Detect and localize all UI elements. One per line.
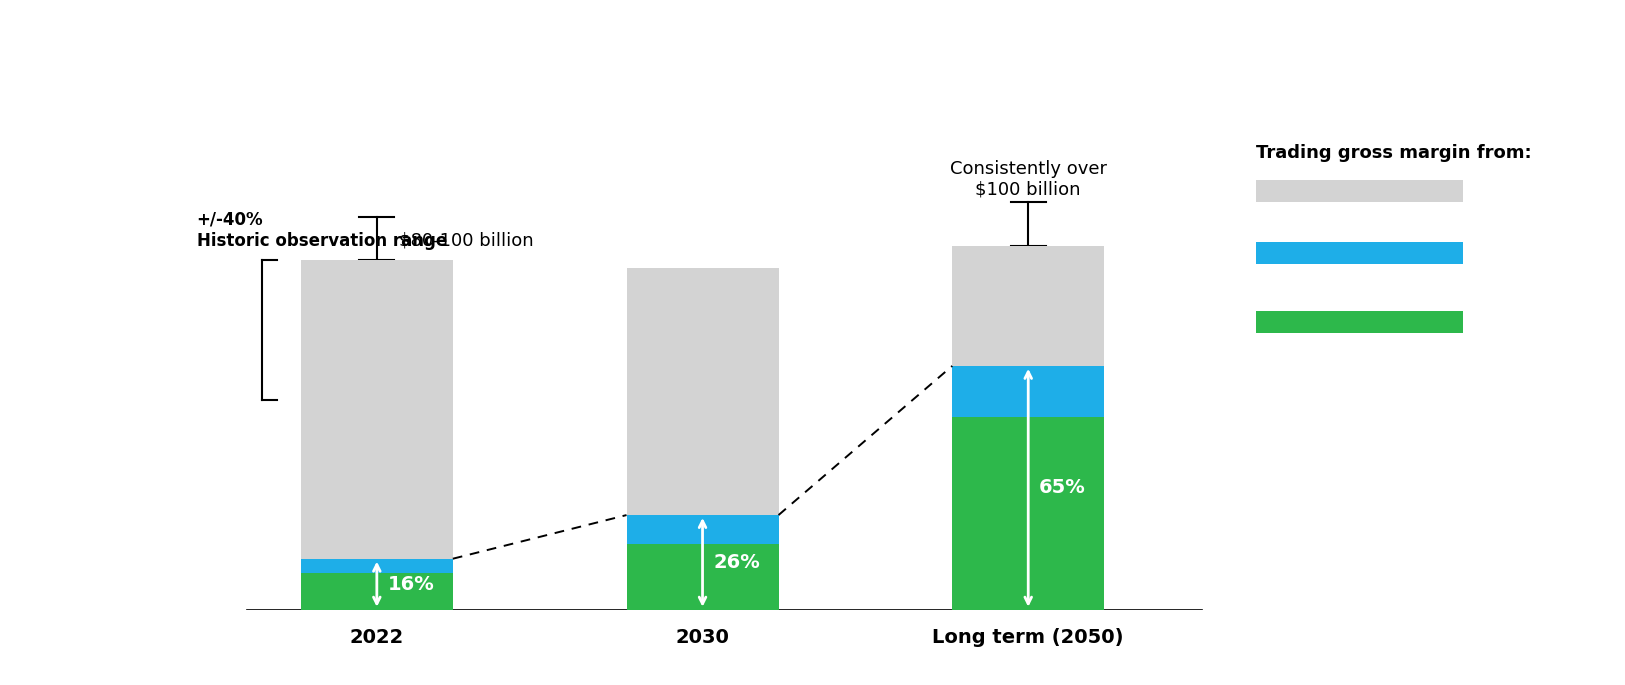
Text: 2030: 2030 <box>676 628 730 647</box>
Text: $80-100 billion: $80-100 billion <box>398 232 533 249</box>
Text: Trading gross margin from:: Trading gross margin from: <box>1256 144 1532 162</box>
Text: 16%: 16% <box>388 575 434 594</box>
Text: Long term (2050): Long term (2050) <box>933 628 1124 647</box>
Bar <box>1256 312 1625 333</box>
Text: +/-40%
Historic observation range: +/-40% Historic observation range <box>197 211 447 249</box>
Bar <box>952 246 1105 366</box>
Text: Consistently over
$100 billion: Consistently over $100 billion <box>949 160 1107 199</box>
Bar <box>952 417 1105 610</box>
Bar <box>627 544 778 610</box>
Bar <box>301 573 453 610</box>
Text: 65%: 65% <box>1038 478 1086 497</box>
Bar <box>301 260 453 559</box>
Bar <box>1256 242 1625 264</box>
Bar <box>301 559 453 573</box>
Text: 26%: 26% <box>713 553 760 572</box>
Bar <box>627 268 778 515</box>
Text: 2022: 2022 <box>349 628 405 647</box>
Bar <box>1256 180 1625 202</box>
Bar <box>952 366 1105 417</box>
Bar <box>627 515 778 544</box>
